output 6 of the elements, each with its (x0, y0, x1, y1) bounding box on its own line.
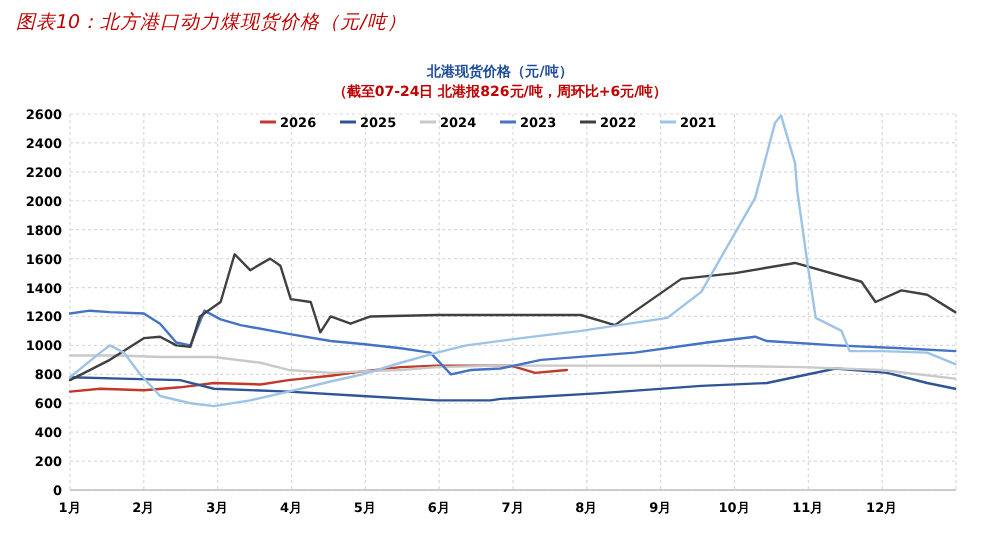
chart-title: 图表10：北方港口动力煤现货价格（元/吨） (16, 10, 407, 34)
line-series (68, 253, 957, 382)
line-series (68, 309, 957, 376)
line-series (68, 354, 957, 380)
line-series (68, 364, 569, 393)
line-series (68, 367, 957, 402)
